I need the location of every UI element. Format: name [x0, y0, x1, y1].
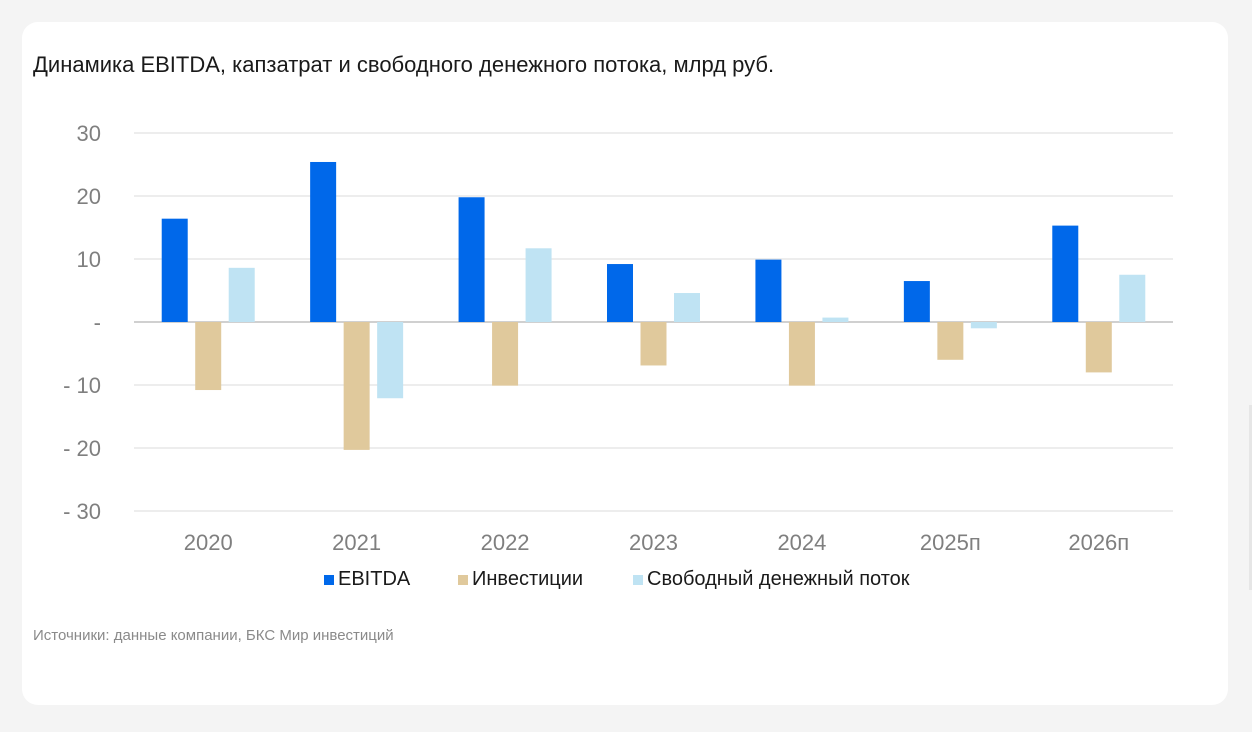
bar-свободный-денежный-поток-2025п — [970, 322, 997, 329]
y-axis-ticks: 30 20 10 - - 10 - 20 - 30 — [63, 121, 101, 524]
chart-card — [22, 22, 1228, 705]
y-tick-label: - 20 — [63, 436, 101, 461]
y-tick-label: - 10 — [63, 373, 101, 398]
chart-title: Динамика EBITDA, капзатрат и свободного … — [33, 52, 775, 77]
x-tick-label: 2024 — [777, 530, 826, 555]
bar-свободный-денежный-поток-2026п — [1119, 274, 1146, 322]
bar-инвестиции-2024 — [788, 322, 815, 386]
y-tick-label: - — [94, 310, 101, 335]
legend: EBITDA Инвестиции Свободный денежный поток — [0, 568, 1252, 598]
x-tick-label: 2025п — [920, 530, 981, 555]
bars — [161, 161, 1146, 450]
legend-swatch — [633, 574, 643, 585]
side-tab — [1249, 405, 1252, 590]
x-tick-label: 2023 — [629, 530, 678, 555]
bar-свободный-денежный-поток-2021 — [377, 322, 404, 399]
x-tick-label: 2022 — [481, 530, 530, 555]
legend-label: Инвестиции — [472, 568, 584, 590]
legend-swatch — [324, 574, 334, 585]
bar-инвестиции-2021 — [343, 322, 370, 450]
bar-ebitda-2023 — [607, 264, 633, 322]
y-tick-label: 10 — [77, 247, 101, 272]
legend-item: EBITDA — [324, 568, 410, 591]
x-axis-ticks: 2020 2021 2022 2023 2024 2025п 2026п — [184, 530, 1129, 555]
bar-ebitda-2026п — [1052, 225, 1079, 322]
bar-ebitda-2020 — [161, 218, 188, 322]
legend-swatch — [458, 574, 468, 585]
legend-label: Свободный денежный поток — [647, 568, 910, 590]
x-tick-label: 2020 — [184, 530, 233, 555]
bar-инвестиции-2026п — [1085, 322, 1112, 373]
gridlines — [134, 132, 1173, 512]
bar-ebitda-2025п — [903, 281, 930, 322]
y-tick-label: 20 — [77, 184, 101, 209]
x-tick-label: 2021 — [332, 530, 381, 555]
y-tick-label: 30 — [77, 121, 101, 146]
bar-свободный-денежный-поток-2020 — [228, 267, 255, 322]
legend-item: Инвестиции — [458, 568, 583, 591]
bar-свободный-денежный-поток-2024 — [822, 317, 849, 322]
bar-инвестиции-2025п — [937, 322, 964, 360]
legend-item: Свободный денежный поток — [633, 568, 910, 591]
x-tick-label: 2026п — [1068, 530, 1129, 555]
bar-инвестиции-2020 — [195, 322, 222, 391]
source-note: Источники: данные компании, БКС Мир инве… — [33, 627, 394, 644]
legend-label: EBITDA — [338, 568, 411, 590]
bar-инвестиции-2023 — [640, 322, 667, 366]
bar-ebitda-2024 — [755, 259, 782, 322]
bar-свободный-денежный-поток-2023 — [674, 293, 700, 322]
bar-ebitda-2022 — [458, 197, 485, 322]
bar-свободный-денежный-поток-2022 — [525, 248, 552, 322]
y-tick-label: - 30 — [63, 499, 101, 524]
bar-ebitda-2021 — [310, 161, 337, 322]
bar-инвестиции-2022 — [492, 322, 519, 386]
